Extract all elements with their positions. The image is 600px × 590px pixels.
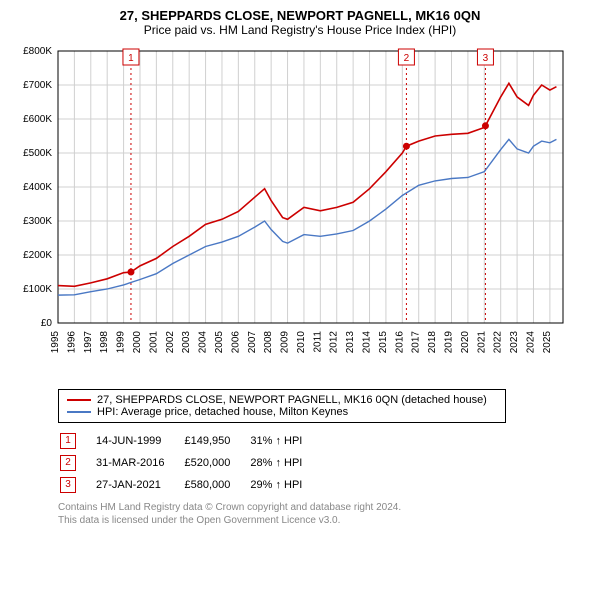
svg-text:2006: 2006 <box>230 331 241 354</box>
svg-text:2016: 2016 <box>394 331 405 354</box>
markers-table: 1 14-JUN-1999£149,95031% ↑ HPI 2 31-MAR-201… <box>58 429 322 497</box>
marker-delta: 29% ↑ HPI <box>250 475 320 495</box>
legend-label: 27, SHEPPARDS CLOSE, NEWPORT PAGNELL, MK… <box>97 394 487 406</box>
marker-badge: 2 <box>60 455 76 471</box>
legend-item: 27, SHEPPARDS CLOSE, NEWPORT PAGNELL, MK… <box>67 394 497 406</box>
chart-container: £0 £100K £200K £300K £400K £500K £600K £700K £80… <box>8 43 592 383</box>
marker-date: 14-JUN-1999 <box>96 431 182 451</box>
svg-text:2000: 2000 <box>132 331 143 354</box>
marker-badge-cell: 2 <box>60 453 94 473</box>
marker-badge: 3 <box>60 477 76 493</box>
svg-text:1996: 1996 <box>66 331 77 354</box>
legend-swatch <box>67 399 91 401</box>
svg-text:1999: 1999 <box>116 331 127 354</box>
marker-badge-cell: 3 <box>60 475 94 495</box>
svg-text:1998: 1998 <box>99 331 110 354</box>
marker-row: 1 14-JUN-1999£149,95031% ↑ HPI <box>60 431 320 451</box>
svg-text:2012: 2012 <box>329 331 340 354</box>
svg-text:£0: £0 <box>41 318 53 329</box>
footer-line2: This data is licensed under the Open Gov… <box>58 514 580 527</box>
svg-text:£600K: £600K <box>23 114 52 125</box>
svg-text:2024: 2024 <box>525 331 536 354</box>
svg-text:£400K: £400K <box>23 182 52 193</box>
svg-text:3: 3 <box>483 53 489 64</box>
footer-line1: Contains HM Land Registry data © Crown c… <box>58 501 580 514</box>
svg-text:2018: 2018 <box>427 331 438 354</box>
svg-text:£500K: £500K <box>23 148 52 159</box>
svg-text:2010: 2010 <box>296 331 307 354</box>
svg-text:£800K: £800K <box>23 46 52 57</box>
svg-text:2003: 2003 <box>181 331 192 354</box>
marker-delta: 31% ↑ HPI <box>250 431 320 451</box>
page-title: 27, SHEPPARDS CLOSE, NEWPORT PAGNELL, MK… <box>8 8 592 23</box>
svg-text:2025: 2025 <box>542 331 553 354</box>
svg-text:£700K: £700K <box>23 80 52 91</box>
marker-delta: 28% ↑ HPI <box>250 453 320 473</box>
marker-badge: 1 <box>60 433 76 449</box>
svg-text:2015: 2015 <box>378 331 389 354</box>
svg-text:2023: 2023 <box>509 331 520 354</box>
svg-text:1995: 1995 <box>50 331 61 354</box>
svg-text:£200K: £200K <box>23 250 52 261</box>
price-chart: £0 £100K £200K £300K £400K £500K £600K £700K £80… <box>8 43 568 383</box>
marker-date: 31-MAR-2016 <box>96 453 182 473</box>
svg-text:£300K: £300K <box>23 216 52 227</box>
svg-text:1: 1 <box>128 53 134 64</box>
svg-text:2011: 2011 <box>312 331 323 353</box>
footer: Contains HM Land Registry data © Crown c… <box>58 501 580 527</box>
svg-text:2014: 2014 <box>362 331 373 354</box>
svg-text:£100K: £100K <box>23 284 52 295</box>
legend-item: HPI: Average price, detached house, Milt… <box>67 406 497 418</box>
svg-text:2009: 2009 <box>280 331 291 354</box>
marker-date: 27-JAN-2021 <box>96 475 182 495</box>
page-subtitle: Price paid vs. HM Land Registry's House … <box>8 23 592 37</box>
legend-swatch <box>67 411 91 413</box>
marker-price: £580,000 <box>184 475 248 495</box>
svg-text:2017: 2017 <box>411 331 422 354</box>
svg-text:2021: 2021 <box>476 331 487 354</box>
svg-text:2019: 2019 <box>444 331 455 354</box>
svg-text:2: 2 <box>404 53 410 64</box>
legend: 27, SHEPPARDS CLOSE, NEWPORT PAGNELL, MK… <box>58 389 506 423</box>
svg-text:2008: 2008 <box>263 331 274 354</box>
legend-label: HPI: Average price, detached house, Milt… <box>97 406 348 418</box>
svg-text:2001: 2001 <box>148 331 159 354</box>
svg-text:1997: 1997 <box>83 331 94 354</box>
marker-row: 3 27-JAN-2021£580,00029% ↑ HPI <box>60 475 320 495</box>
svg-text:2022: 2022 <box>493 331 504 354</box>
svg-text:2002: 2002 <box>165 331 176 354</box>
svg-text:2007: 2007 <box>247 331 258 354</box>
marker-badge-cell: 1 <box>60 431 94 451</box>
marker-price: £520,000 <box>184 453 248 473</box>
svg-text:2013: 2013 <box>345 331 356 354</box>
marker-price: £149,950 <box>184 431 248 451</box>
svg-text:2005: 2005 <box>214 331 225 354</box>
svg-text:2020: 2020 <box>460 331 471 354</box>
svg-text:2004: 2004 <box>198 331 209 354</box>
marker-row: 2 31-MAR-2016£520,00028% ↑ HPI <box>60 453 320 473</box>
